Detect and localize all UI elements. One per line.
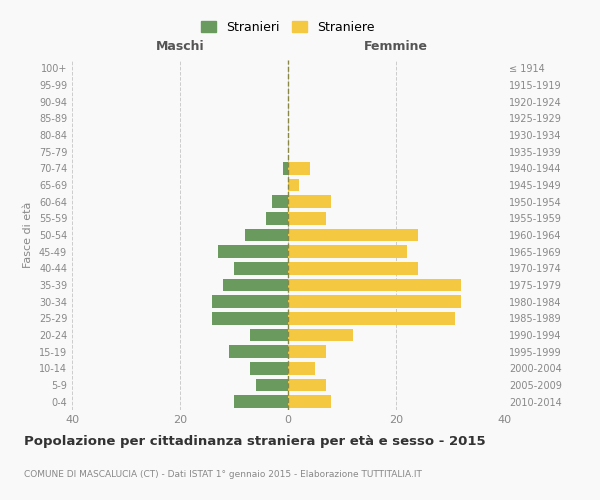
Text: COMUNE DI MASCALUCIA (CT) - Dati ISTAT 1° gennaio 2015 - Elaborazione TUTTITALIA: COMUNE DI MASCALUCIA (CT) - Dati ISTAT 1…: [24, 470, 422, 479]
Bar: [288, 346, 326, 358]
Bar: [250, 362, 288, 374]
Bar: [234, 262, 288, 274]
Bar: [288, 246, 407, 258]
Bar: [288, 362, 315, 374]
Bar: [266, 212, 288, 224]
Bar: [272, 196, 288, 208]
Bar: [223, 279, 288, 291]
Bar: [288, 329, 353, 341]
Bar: [288, 196, 331, 208]
Bar: [256, 379, 288, 391]
Bar: [288, 179, 299, 191]
Bar: [212, 312, 288, 324]
Bar: [288, 379, 326, 391]
Bar: [212, 296, 288, 308]
Bar: [288, 229, 418, 241]
Bar: [234, 396, 288, 408]
Bar: [229, 346, 288, 358]
Bar: [245, 229, 288, 241]
Bar: [288, 212, 326, 224]
Text: Popolazione per cittadinanza straniera per età e sesso - 2015: Popolazione per cittadinanza straniera p…: [24, 435, 485, 448]
Bar: [218, 246, 288, 258]
Bar: [250, 329, 288, 341]
Text: Maschi: Maschi: [155, 40, 205, 53]
Bar: [288, 162, 310, 174]
Bar: [283, 162, 288, 174]
Bar: [288, 396, 331, 408]
Y-axis label: Fasce di età: Fasce di età: [23, 202, 33, 268]
Text: Femmine: Femmine: [364, 40, 428, 53]
Bar: [288, 279, 461, 291]
Bar: [288, 312, 455, 324]
Bar: [288, 296, 461, 308]
Bar: [288, 262, 418, 274]
Legend: Stranieri, Straniere: Stranieri, Straniere: [197, 18, 379, 38]
